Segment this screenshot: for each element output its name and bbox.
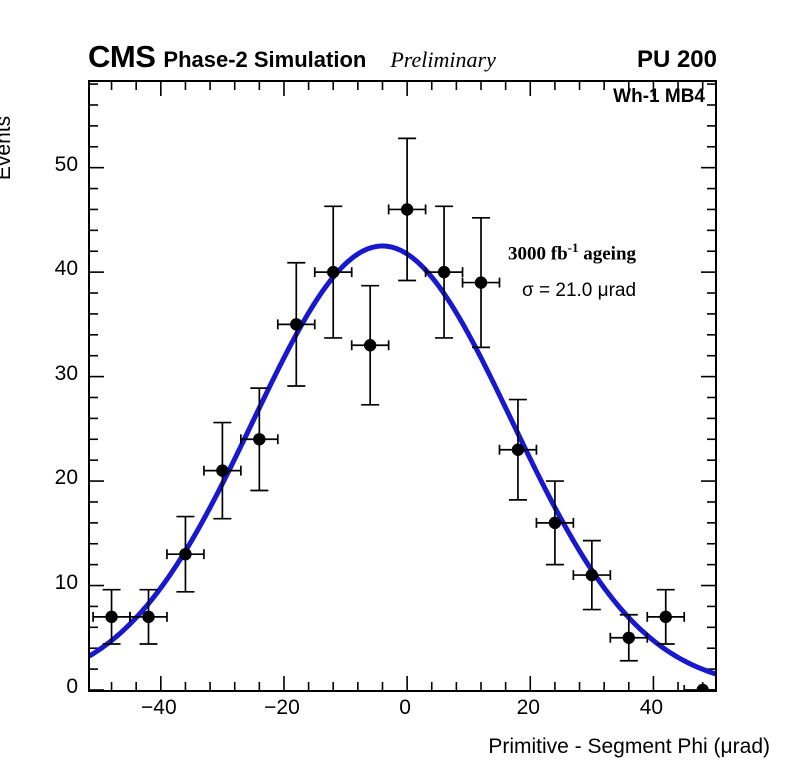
- data-marker: [696, 683, 709, 690]
- data-marker: [511, 443, 525, 456]
- y-tick-label: 30: [54, 361, 78, 385]
- data-point: [535, 480, 575, 566]
- data-marker: [253, 433, 266, 446]
- axis-ticks: [90, 82, 715, 690]
- x-tick-label: 0: [399, 696, 411, 719]
- data-point: [313, 205, 353, 339]
- x-tick-label: 20: [516, 696, 540, 719]
- data-point: [92, 588, 131, 645]
- x-tick-label: −40: [141, 696, 177, 719]
- data-point: [166, 515, 205, 593]
- data-point: [498, 398, 538, 501]
- y-tick-label: 0: [66, 675, 78, 698]
- data-marker: [585, 568, 599, 582]
- y-axis-title: Events: [0, 115, 15, 181]
- x-axis-title: Primitive - Segment Phi (μrad): [488, 735, 770, 758]
- data-marker: [659, 610, 672, 624]
- data-marker: [474, 276, 488, 289]
- gaussian-fit-curve: [90, 243, 715, 677]
- sigma-label: σ = 21.0 μrad: [522, 280, 637, 301]
- data-point: [683, 683, 715, 690]
- cms-status-preliminary: Preliminary: [390, 47, 496, 72]
- data-marker: [216, 464, 229, 477]
- data-point: [461, 216, 501, 349]
- y-tick-label: 40: [54, 257, 78, 281]
- data-point: [609, 613, 649, 662]
- plot-area: [90, 82, 715, 690]
- ageing-text: ageing: [578, 243, 637, 265]
- data-point: [129, 588, 168, 645]
- data-marker: [622, 631, 635, 644]
- data-marker: [400, 203, 414, 216]
- pileup-label: PU 200: [636, 46, 717, 73]
- data-marker: [290, 318, 303, 331]
- data-marker: [179, 547, 192, 561]
- cms-header-left: CMS Phase-2 Simulation Preliminary: [88, 41, 496, 72]
- data-marker: [548, 516, 562, 530]
- data-marker: [327, 265, 340, 279]
- data-points: [92, 137, 715, 690]
- data-point: [387, 137, 427, 282]
- data-point: [646, 588, 686, 645]
- y-tick-label: 20: [54, 466, 78, 490]
- data-marker: [363, 339, 377, 352]
- data-point: [424, 205, 464, 339]
- cms-header: CMS Phase-2 Simulation Preliminary PU 20…: [88, 40, 717, 72]
- luminosity-ageing-label: 3000 fb-1 ageing: [508, 240, 636, 265]
- data-point: [350, 284, 390, 406]
- detector-region-label: Wh-1 MB4: [613, 86, 705, 107]
- data-marker: [437, 265, 451, 279]
- y-tick-label: 10: [54, 570, 78, 594]
- data-marker: [105, 610, 118, 624]
- luminosity-value: 3000 fb: [508, 243, 568, 265]
- data-marker: [142, 610, 155, 624]
- data-point: [203, 421, 242, 520]
- x-tick-label: 40: [639, 696, 664, 719]
- plot-frame: Wh-1 MB4 3000 fb-1 ageing σ = 21.0 μrad: [88, 80, 717, 692]
- cms-logo: CMS: [88, 39, 156, 74]
- data-point: [240, 387, 279, 492]
- x-tick-label: −20: [264, 696, 300, 719]
- data-point: [276, 261, 316, 387]
- cms-subtitle: Phase-2 Simulation: [163, 47, 367, 72]
- luminosity-exponent: -1: [567, 240, 579, 255]
- y-tick-label: 50: [54, 152, 78, 176]
- data-point: [572, 539, 612, 611]
